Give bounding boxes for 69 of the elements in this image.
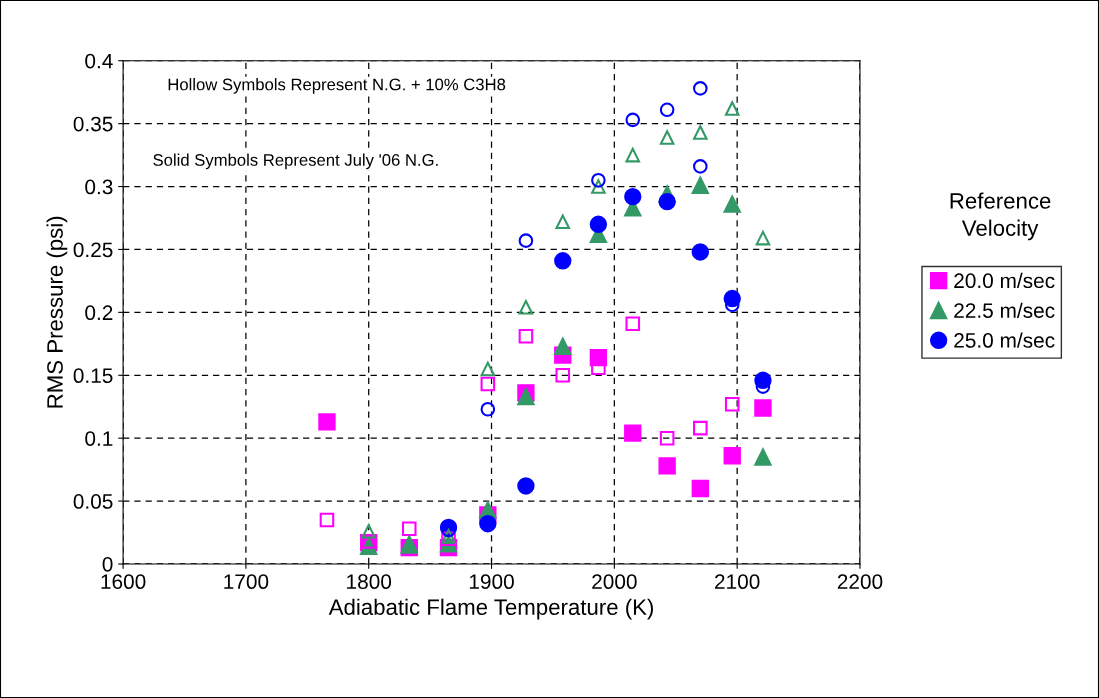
point [318, 413, 336, 431]
x-tick-label: 1900 [469, 574, 514, 590]
point [480, 361, 496, 377]
point [401, 535, 417, 550]
point [691, 243, 709, 261]
y-tick-label: 0.05 [73, 494, 113, 509]
point [591, 179, 606, 194]
y-tick-label: 0.3 [85, 179, 113, 195]
x-tick-label: 2200 [837, 574, 883, 590]
point [518, 328, 534, 344]
point [480, 401, 496, 417]
point [754, 399, 772, 417]
point [589, 215, 608, 233]
point [625, 147, 641, 163]
point [479, 515, 497, 533]
point [554, 337, 572, 355]
point [625, 112, 641, 128]
x-tick-label: 1600 [101, 574, 146, 590]
point [625, 316, 641, 331]
y-axis-title: RMS Pressure (psi) [46, 216, 68, 408]
x-tick-label: 2100 [715, 574, 760, 590]
legend-label: 22.5 m/sec [954, 302, 1055, 318]
point [754, 448, 772, 466]
legend-label: 20.0 m/sec [954, 272, 1055, 289]
point [591, 172, 606, 188]
point [724, 396, 740, 412]
legend-title: Reference Velocity [950, 192, 1051, 241]
x-tick-label: 1800 [347, 574, 392, 590]
annotation: Solid Symbols Represent July '06 N.G. [153, 153, 438, 170]
x-tick-label: 2000 [592, 574, 637, 590]
point [554, 252, 572, 270]
y-tick-label: 0.2 [85, 305, 113, 321]
point [518, 300, 534, 315]
point [693, 81, 708, 96]
point [691, 479, 709, 498]
point [555, 367, 571, 383]
annotation: Hollow Symbols Represent N.G. + 10% C3H8 [168, 78, 506, 94]
point [659, 102, 675, 118]
point [693, 159, 708, 174]
point [401, 521, 417, 537]
point [658, 457, 676, 475]
point [723, 195, 741, 213]
point [319, 512, 335, 528]
point [658, 192, 676, 211]
point [517, 387, 535, 406]
x-tick-label: 1700 [224, 574, 269, 590]
point [518, 233, 534, 248]
point [659, 130, 675, 145]
y-tick-label: 0.35 [73, 116, 113, 132]
x-axis-title: Adiabatic Flame Temperature (K) [328, 598, 653, 620]
legend-label: 25.0 m/sec [954, 332, 1055, 348]
point [361, 523, 376, 539]
point [691, 176, 709, 194]
point [724, 101, 740, 116]
point [624, 187, 642, 206]
point [624, 424, 642, 442]
point [555, 214, 571, 230]
point [755, 230, 771, 246]
point [693, 420, 708, 436]
y-tick-label: 0.15 [73, 368, 113, 384]
y-tick-label: 0 [102, 556, 113, 572]
y-tick-label: 0.25 [73, 242, 113, 258]
point [659, 430, 675, 446]
point [723, 447, 741, 465]
point [693, 125, 708, 140]
y-tick-label: 0.1 [85, 431, 113, 446]
y-tick-label: 0.4 [85, 53, 113, 69]
point [480, 376, 496, 392]
point [517, 477, 535, 495]
